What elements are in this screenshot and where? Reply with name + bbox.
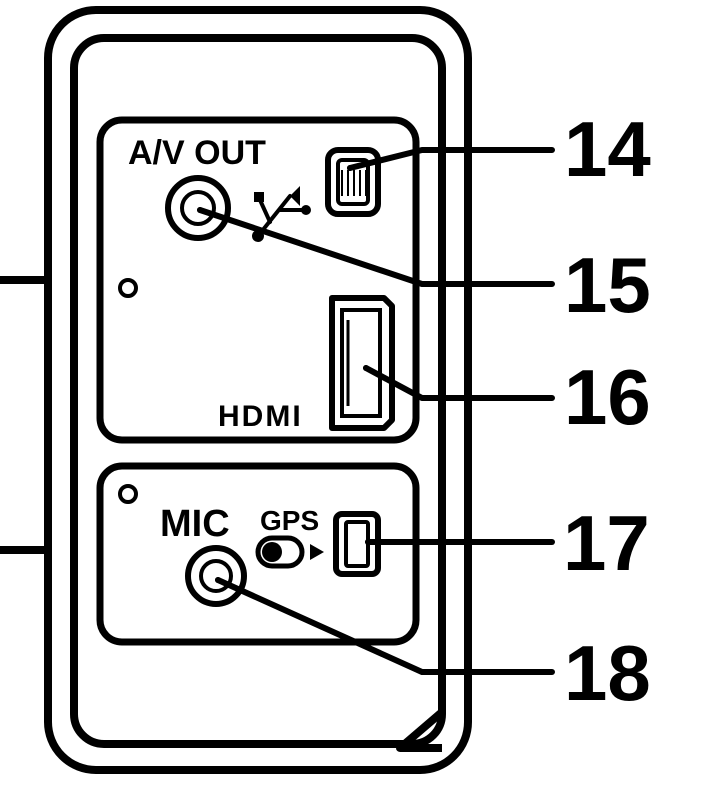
callout-number: 16 [564,353,651,441]
top-port-panel: A/V OUT HDMI [100,120,416,440]
callout-number: 14 [564,105,651,193]
gps-label: GPS [260,505,319,536]
callout-endpoint [363,365,369,371]
callout-number: 18 [564,629,651,717]
bottom-port-panel: MIC GPS [100,466,416,642]
callout-endpoint [347,165,353,171]
av-out-label: A/V OUT [128,134,266,172]
callout-endpoint [365,539,371,545]
mic-label: MIC [160,503,230,545]
hdmi-label: HDMI [218,400,303,433]
callout-number: 17 [563,499,650,587]
gps-switch-knob [262,542,282,562]
aux-slot-inner [346,522,368,566]
callout-endpoint [197,207,203,213]
callout-endpoint [215,577,221,583]
callout-number: 15 [564,241,651,329]
